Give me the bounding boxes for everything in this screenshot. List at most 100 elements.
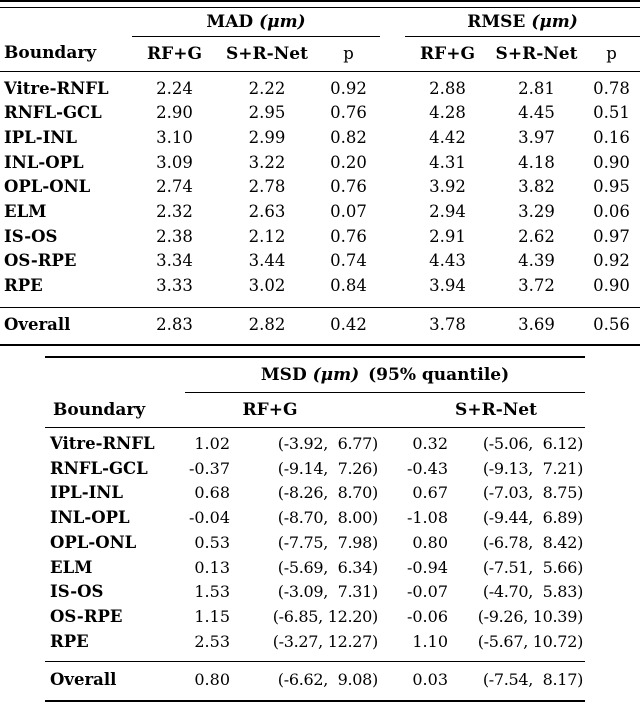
msd-rfg-value: 0.13: [194, 557, 230, 577]
boundary-label: RPE: [50, 631, 89, 651]
overall-mad-rfg-value: 2.83: [132, 306, 217, 346]
boundary-label: INL-OPL: [4, 152, 84, 172]
rmse-srnet-value: 3.97: [518, 127, 555, 147]
column-header-row: Boundary RF+G S+R-Net p RF+G S+R-Net p: [0, 36, 640, 72]
mad-p-column-header: p: [317, 36, 381, 72]
msd-srnet-value: -0.07: [406, 582, 448, 602]
rmse-srnet-column-header: S+R-Net: [490, 36, 584, 72]
msd-srnet-value: -1.08: [406, 508, 448, 528]
mad-srnet-value: 2.63: [248, 202, 286, 222]
rmse-rfg-value: 4.31: [429, 152, 466, 172]
msd-rfg-interval: (-8.26, 8.70): [277, 483, 379, 503]
table-row: OPL-ONL 2.74 2.78 0.76 3.92 3.82 0.95: [0, 175, 640, 200]
table-row: IS-OS 1.53 (-3.09, 7.31) -0.07 (-4.70, 5…: [45, 580, 585, 605]
msd-srnet-interval: (-9.13, 7.21): [482, 458, 584, 478]
group-gap: [380, 8, 405, 37]
msd-rfg-value: -0.37: [188, 458, 230, 478]
mad-srnet-value: 3.02: [248, 276, 286, 296]
rmse-rfg-value: 4.28: [429, 103, 466, 123]
mad-p-value: 0.20: [330, 152, 367, 172]
mad-srnet-value: 3.22: [248, 152, 286, 172]
overall-rmse-srnet-value: 3.69: [490, 306, 584, 346]
msd-rfg-value: 0.68: [194, 483, 230, 503]
overall-mad-p-value: 0.42: [317, 306, 381, 346]
rmse-srnet-value: 3.82: [518, 177, 555, 197]
mad-srnet-value: 2.12: [248, 226, 286, 246]
msd-group-label: MSD: [260, 364, 307, 385]
msd-srnet-value: -0.43: [406, 458, 448, 478]
msd-rfg-interval: (-3.09, 7.31): [277, 582, 379, 602]
table-row: Vitre-RNFL 2.24 2.22 0.92 2.88 2.81 0.78: [0, 71, 640, 101]
row-gap: [380, 151, 405, 176]
table-row: INL-OPL -0.04 (-8.70, 8.00) -1.08 (-9.44…: [45, 506, 585, 531]
boundary-label: ELM: [4, 202, 47, 222]
table-row: OPL-ONL 0.53 (-7.75, 7.98) 0.80 (-6.78, …: [45, 531, 585, 556]
msd-overall-row: Overall 0.80 (-6.62, 9.08) 0.03 (-7.54, …: [45, 660, 586, 702]
boundary-label: Vitre-RNFL: [50, 433, 155, 453]
msd-overall-srnet-value: 0.03: [385, 660, 453, 702]
msd-table: MSD (μm) (95% quantile) Boundary RF+G S+R…: [45, 357, 586, 702]
overall-label: Overall: [0, 306, 132, 346]
table-row: OS-RPE 3.34 3.44 0.74 4.43 4.39 0.92: [0, 249, 640, 274]
boundary-label: RNFL-GCL: [50, 458, 148, 478]
table-row: OS-RPE 1.15 (-6.85, 12.20) -0.06 (-9.26,…: [45, 605, 585, 630]
rmse-p-value: 0.92: [593, 251, 630, 271]
rmse-p-value: 0.90: [593, 276, 630, 296]
table-row: Vitre-RNFL 1.02 (-3.92, 6.77) 0.32 (-5.0…: [45, 427, 585, 456]
mad-srnet-value: 2.99: [248, 127, 286, 147]
mad-p-value: 0.92: [330, 78, 367, 98]
rmse-srnet-value: 2.62: [518, 226, 555, 246]
msd-rfg-interval: (-3.92, 6.77): [277, 433, 379, 453]
rmse-rfg-value: 3.94: [429, 276, 466, 296]
boundary-label: IS-OS: [4, 226, 58, 246]
boundary-label: OS-RPE: [50, 607, 123, 627]
table-row: ELM 2.32 2.63 0.07 2.94 3.29 0.06: [0, 200, 640, 225]
table-row: IS-OS 2.38 2.12 0.76 2.91 2.62 0.97: [0, 225, 640, 250]
boundary-label: OS-RPE: [4, 251, 77, 271]
table-row: RNFL-GCL 2.90 2.95 0.76 4.28 4.45 0.51: [0, 101, 640, 126]
rmse-p-value: 0.97: [593, 226, 630, 246]
rmse-p-value: 0.51: [593, 103, 630, 123]
msd-srnet-value: -0.94: [406, 557, 448, 577]
mad-group-unit: (μm): [259, 11, 306, 32]
msd-srnet-interval: (-9.44, 6.89): [482, 508, 584, 528]
mad-srnet-value: 2.95: [248, 103, 286, 123]
msd-rfg-interval: (-9.14, 7.26): [277, 458, 379, 478]
rmse-p-value: 0.16: [593, 127, 630, 147]
row-gap: [380, 274, 405, 307]
mad-srnet-value: 2.78: [248, 177, 286, 197]
boundary-label: OPL-ONL: [4, 177, 91, 197]
rmse-srnet-value: 2.81: [518, 78, 555, 98]
mad-srnet-value: 2.22: [248, 78, 286, 98]
msd-quantile-label: (95% quantile): [368, 364, 510, 385]
rmse-p-value: 0.06: [593, 202, 630, 222]
msd-rfg-interval: (-6.85, 12.20): [272, 607, 379, 627]
msd-column-header-row: Boundary RF+G S+R-Net: [45, 392, 586, 428]
msd-srnet-interval: (-4.70, 5.83): [482, 582, 584, 602]
msd-srnet-interval: (-6.78, 8.42): [482, 532, 584, 552]
msd-rfg-interval: (-8.70, 8.00): [277, 508, 379, 528]
mad-rfg-value: 2.32: [156, 202, 193, 222]
msd-overall-rfg-value: 0.80: [185, 660, 235, 702]
msd-rfg-interval: (-5.69, 6.34): [277, 557, 379, 577]
boundary-label: INL-OPL: [50, 508, 130, 528]
msd-rfg-value: 2.53: [194, 631, 230, 651]
msd-rfg-interval: (-3.27, 12.27): [272, 631, 379, 651]
rmse-group-unit: (μm): [531, 11, 578, 32]
table1-top-rule: [0, 0, 640, 8]
mad-p-value: 0.76: [330, 226, 367, 246]
msd-srnet-value: -0.06: [406, 607, 448, 627]
overall-rmse-p-value: 0.56: [583, 306, 640, 346]
boundary-label: OPL-ONL: [50, 532, 137, 552]
mad-p-value: 0.82: [330, 127, 367, 147]
rmse-rfg-column-header: RF+G: [405, 36, 491, 72]
boundary-label: ELM: [50, 557, 93, 577]
msd-group-header-row: MSD (μm) (95% quantile): [45, 357, 586, 393]
mad-rmse-table-section: MAD (μm) RMSE (μm) Boundary RF+G S+R-Net…: [0, 0, 640, 346]
msd-srnet-interval: (-5.67, 10.72): [477, 631, 584, 651]
mad-p-value: 0.76: [330, 103, 367, 123]
rmse-p-column-header: p: [583, 36, 640, 72]
table-row: INL-OPL 3.09 3.22 0.20 4.31 4.18 0.90: [0, 151, 640, 176]
msd-srnet-value: 0.80: [412, 532, 448, 552]
overall-rmse-rfg-value: 3.78: [405, 306, 491, 346]
